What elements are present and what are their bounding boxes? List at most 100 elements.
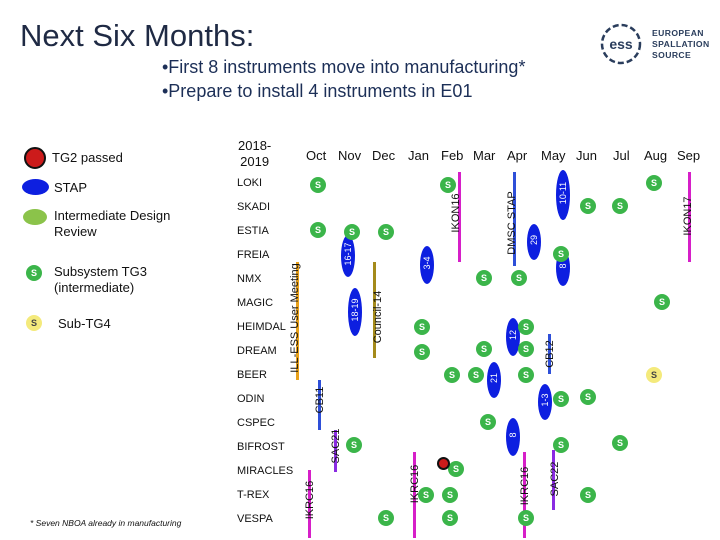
month-mar: Mar [473,148,496,163]
s-marker-beer-feb: S [444,367,460,383]
subtg4-marker-text: S [650,370,657,380]
s-marker-bifrost-may: S [553,437,569,453]
s-marker-text: S [350,440,357,450]
stap-oval-1011-label: 10-11 [558,181,568,205]
legend-subtg4-marker-text: S [30,318,37,328]
s-marker-skadi-jun: S [580,198,596,214]
logo-text: EUROPEAN SPALLATION SOURCE [652,28,710,61]
legend-subtg4-label: Sub-TG4 [58,316,111,331]
s-marker-loki-oct: S [310,177,326,193]
s-marker-text: S [584,201,591,211]
stap-oval-1819: 18-19 [348,288,362,336]
row-label-odin: ODIN [237,393,265,405]
logo-line-2: SPALLATION [652,39,710,49]
s-marker-text: S [557,440,564,450]
s-marker-text: S [584,490,591,500]
s-marker-text: S [446,490,453,500]
event-line-ikon16 [458,172,461,262]
event-label-ikon16: IKON16 [450,193,462,233]
row-label-heimdal: HEIMDAL [237,321,286,333]
row-label-magic: MAGIC [237,297,274,309]
s-marker-trex-jun: S [580,487,596,503]
event-label-cb11: CB11 [314,386,326,414]
s-marker-loki-feb: S [440,177,456,193]
legend-tg2-label: TG2 passed [52,150,123,165]
s-marker-text: S [584,392,591,402]
s-marker-trex-feb: S [442,487,458,503]
logo-mark-text: ess [609,36,633,52]
row-label-estia: ESTIA [237,225,269,237]
s-marker-beer-apr: S [518,367,534,383]
s-marker-estia-nov: S [344,224,360,240]
event-label-sac22: SAC22 [549,461,561,497]
stap-oval-1011: 10-11 [556,170,570,220]
s-marker-skadi-jul: S [612,198,628,214]
s-marker-text: S [522,344,529,354]
s-marker-text: S [444,180,451,190]
s-marker-text: S [515,273,522,283]
month-feb: Feb [441,148,464,163]
s-marker-text: S [522,370,529,380]
s-marker-text: S [472,370,479,380]
s-marker-text: S [522,322,529,332]
row-label-freia: FREIA [237,249,270,261]
event-line-sac21 [334,430,337,472]
month-aug: Aug [644,148,668,163]
event-label-council: Council-14 [372,290,384,344]
event-line-dmsc-stap [513,172,516,266]
legend-tg3-label: Subsystem TG3 (intermediate) [54,264,147,295]
event-line-council [373,262,376,358]
row-label-beer: BEER [237,369,267,381]
s-marker-odin-jun: S [580,389,596,405]
month-sep: Sep [677,148,701,163]
month-jun: Jun [576,148,597,163]
s-marker-heimdal-apr: S [518,319,534,335]
stap-oval-29: 29 [527,224,541,260]
s-marker-dream-apr: S [518,341,534,357]
month-oct: Oct [306,148,327,163]
s-marker-freia-may: S [553,246,569,262]
s-marker-magic-aug: S [654,294,670,310]
event-line-cb12 [548,334,551,374]
page-title: Next Six Months: [20,18,255,53]
legend-subtg4-marker: S [26,315,42,331]
month-dec: Dec [372,148,396,163]
s-marker-vespa-apr: S [518,510,534,526]
s-marker-text: S [314,180,321,190]
s-marker-text: S [484,417,491,427]
stap-oval-34-label: 3-4 [422,256,432,270]
s-marker-text: S [314,225,321,235]
s-marker-text: S [418,322,425,332]
subtg4-marker-beer-aug: S [646,367,662,383]
s-marker-trex-jan: S [418,487,434,503]
s-marker-cspec-mar: S [480,414,496,430]
row-label-vespa: VESPA [237,513,273,525]
event-label-sac21: SAC21 [330,428,342,464]
s-marker-estia-dec: S [378,224,394,240]
footnote: * Seven NBOA already in manufacturing [30,518,182,528]
s-marker-miracles-feb: S [448,461,464,477]
month-may: May [541,148,566,163]
row-label-miracles: MIRACLES [237,465,294,477]
event-label-ikon17: IKON17 [682,196,694,236]
logo-line-3: SOURCE [652,50,692,60]
s-marker-text: S [557,394,564,404]
s-marker-text: S [382,513,389,523]
stap-oval-12-label: 12 [508,330,518,341]
bullet-1: •First 8 instruments move into manufactu… [162,57,526,77]
month-jan: Jan [408,148,429,163]
bullet-list: •First 8 instruments move into manufactu… [162,55,525,103]
row-label-nmx: NMX [237,273,262,285]
legend-idr-marker [23,209,47,225]
stap-oval-13-label: 1-3 [540,393,550,407]
stap-oval-1819-label: 18-19 [350,298,360,322]
row-label-loki: LOKI [237,177,263,189]
stap-oval-21: 21 [487,362,501,398]
legend-tg2-marker [24,147,46,169]
tg2-marker-miracles [437,457,450,470]
event-line-ikrc16-b [413,452,416,538]
s-marker-nmx-apr: S [511,270,527,286]
year-header: 2018- 2019 [238,138,272,169]
event-label-ikrc16-c: IKRC16 [519,466,531,506]
event-label-dmsc-stap: DMSC STAP [506,191,518,255]
